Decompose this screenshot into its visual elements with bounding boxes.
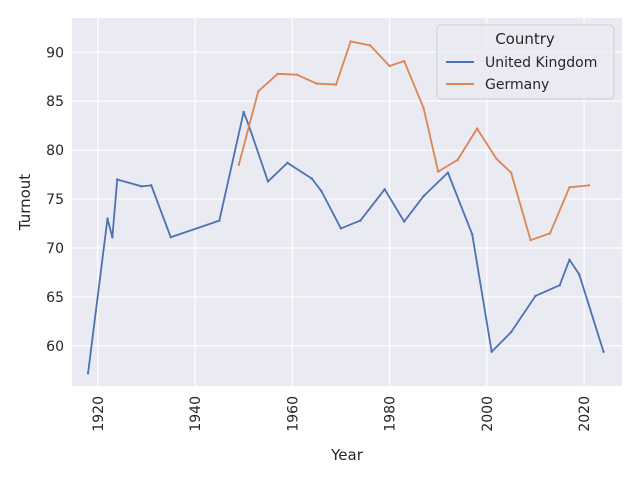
data-point-united-kingdom [471,233,474,236]
legend: Country United Kingdom Germany [436,24,615,100]
data-point-united-kingdom [568,258,571,261]
series-line-united-kingdom [87,111,605,375]
data-point-united-kingdom [111,236,114,239]
legend-label-united-kingdom: United Kingdom [485,55,597,71]
data-point-germany [422,106,425,110]
legend-label-germany: Germany [485,77,549,93]
data-point-united-kingdom [169,236,172,239]
data-point-germany [529,238,532,242]
x-tick-label: 1940 [188,396,204,432]
data-point-germany [237,163,240,167]
y-tick-label: 90 [46,45,64,61]
data-point-united-kingdom [116,178,119,181]
data-point-germany [315,82,318,85]
data-point-germany [295,73,299,76]
data-point-united-kingdom [578,273,581,276]
data-point-united-kingdom [242,110,245,114]
y-axis-label: Turnout [16,174,34,231]
data-point-germany [587,184,591,187]
x-tick-label: 1960 [285,396,301,432]
y-tick-label: 75 [46,192,64,208]
series-layer [86,40,605,375]
data-point-united-kingdom [509,330,513,334]
data-point-united-kingdom [383,188,386,191]
data-point-united-kingdom [320,190,323,193]
data-point-germany [334,83,338,86]
data-point-united-kingdom [266,180,270,183]
data-point-united-kingdom [558,283,561,287]
y-tick-label: 80 [46,143,64,159]
x-tick-label: 1920 [91,396,107,432]
data-point-united-kingdom [150,184,153,187]
data-point-germany [257,90,260,93]
legend-title: Country [495,30,555,48]
data-point-germany [475,127,479,130]
x-tick-label: 2000 [480,396,496,432]
data-point-united-kingdom [490,350,493,353]
data-point-united-kingdom [86,372,90,375]
data-point-germany [456,158,459,162]
data-point-germany [509,171,513,174]
series-line-germany [237,40,590,242]
x-tick-label: 1980 [383,396,399,432]
x-tick-label: 2020 [577,396,593,432]
grid-lines [72,18,622,386]
data-point-germany [402,59,406,63]
y-tick-label: 70 [46,241,64,257]
data-point-germany [548,232,552,235]
data-point-germany [388,64,391,68]
data-point-united-kingdom [310,177,313,180]
data-point-united-kingdom [446,171,450,174]
data-point-united-kingdom [286,161,289,165]
y-tick-label: 85 [46,94,64,110]
data-point-united-kingdom [218,219,221,222]
data-point-germany [436,170,440,173]
y-tick-label: 65 [46,290,64,306]
data-point-germany [368,44,372,47]
data-point-united-kingdom [602,350,605,353]
data-point-united-kingdom [359,219,362,222]
data-point-united-kingdom [106,217,109,220]
data-point-united-kingdom [422,194,425,198]
data-point-united-kingdom [339,227,343,230]
data-point-germany [495,157,498,161]
data-point-united-kingdom [402,220,406,223]
data-point-united-kingdom [534,294,537,298]
x-axis-label: Year [330,446,364,464]
y-tick-labels: 60 65 70 75 80 85 90 [46,45,64,355]
data-point-germany [349,40,352,43]
data-point-germany [568,186,571,189]
legend-box [436,24,615,100]
data-point-germany [276,72,279,75]
y-tick-label: 60 [46,339,64,355]
x-tick-labels: 1920 1940 1960 1980 2000 2020 [91,396,593,432]
data-point-united-kingdom [140,185,143,188]
